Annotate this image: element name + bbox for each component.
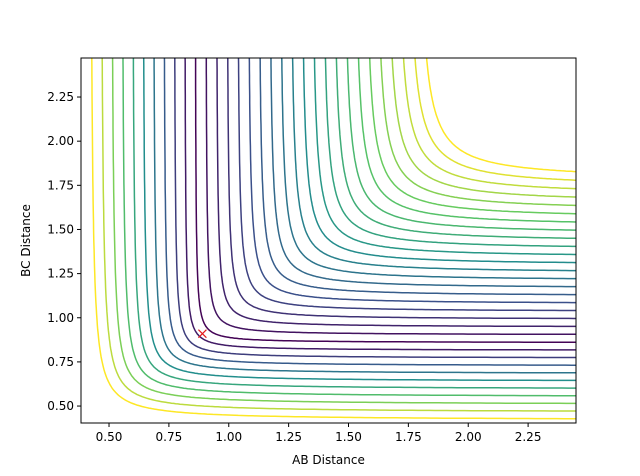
contour-line xyxy=(414,58,576,181)
x-tick-label: 1.75 xyxy=(395,430,422,444)
plot-frame xyxy=(80,57,577,424)
contour-line xyxy=(302,58,576,264)
contour-line xyxy=(270,58,576,288)
contour-line xyxy=(291,58,576,272)
y-tick-label: 1.25 xyxy=(47,267,74,281)
contour-line xyxy=(335,58,576,240)
contour-line xyxy=(237,58,576,312)
x-tick-label: 0.75 xyxy=(156,430,183,444)
contour-line xyxy=(194,58,576,343)
contour-line xyxy=(163,58,576,366)
y-tick-label: 1.00 xyxy=(47,311,74,325)
contour-line xyxy=(391,58,576,198)
x-tick-label: 2.25 xyxy=(515,430,542,444)
contour-line xyxy=(122,58,576,397)
y-tick-label: 1.75 xyxy=(47,178,74,192)
contour-line xyxy=(227,58,576,320)
contour-line xyxy=(346,58,576,231)
y-tick-label: 2.25 xyxy=(47,90,74,104)
contour-line xyxy=(216,58,576,328)
contour-line xyxy=(132,58,576,389)
contour-line xyxy=(111,58,576,405)
contour-line xyxy=(313,58,576,256)
contour-line xyxy=(174,58,576,359)
contour-line xyxy=(184,58,576,351)
x-tick-label: 1.50 xyxy=(335,430,362,444)
contour-line xyxy=(425,58,576,173)
contour-line xyxy=(142,58,576,382)
contour-plot xyxy=(91,58,576,420)
contour-line xyxy=(368,58,576,215)
x-tick-label: 1.25 xyxy=(275,430,302,444)
y-axis-label: BC Distance xyxy=(19,204,33,277)
y-tick-label: 0.50 xyxy=(47,399,74,413)
contour-line xyxy=(380,58,576,207)
x-axis-label: AB Distance xyxy=(292,453,365,467)
contour-line xyxy=(357,58,576,223)
y-tick-label: 2.00 xyxy=(47,134,74,148)
contour-line xyxy=(281,58,576,280)
contour-line xyxy=(324,58,576,248)
contour-line xyxy=(101,58,576,412)
contour-line xyxy=(153,58,576,374)
y-tick-label: 0.75 xyxy=(47,355,74,369)
x-tick-label: 0.50 xyxy=(96,430,123,444)
marker-stroke xyxy=(197,329,207,339)
contour-line xyxy=(248,58,576,304)
y-tick-label: 1.50 xyxy=(47,222,74,236)
x-tick-label: 1.00 xyxy=(215,430,242,444)
contour-line xyxy=(402,58,576,190)
x-tick-label: 2.00 xyxy=(455,430,482,444)
marker xyxy=(197,329,207,339)
contour-line xyxy=(259,58,576,296)
contour-line xyxy=(205,58,576,336)
contour-line xyxy=(91,58,576,420)
